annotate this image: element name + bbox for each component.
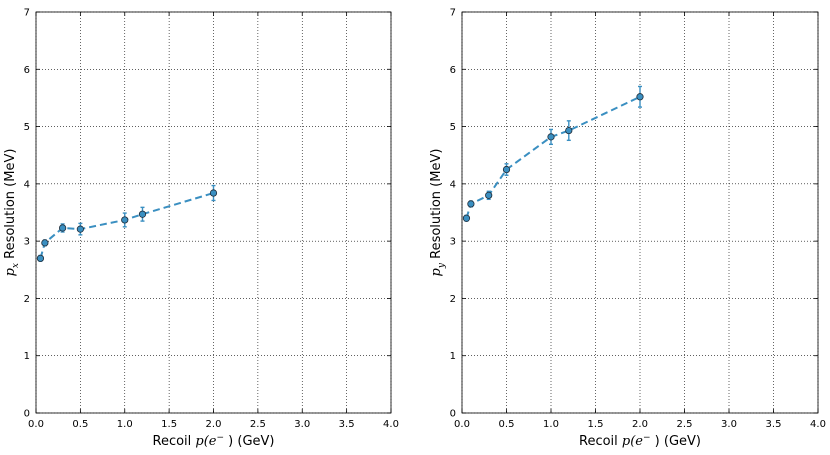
y-tick-label: 5 [450, 122, 456, 133]
x-tick-label: 1.0 [117, 419, 133, 430]
y-axis-label: px Resolution (MeV) [3, 149, 21, 277]
x-axis-label-unit: ) (GeV) [651, 434, 701, 449]
x-tick-label: 0.5 [499, 419, 515, 430]
x-axis-label-unit: ) (GeV) [224, 434, 274, 449]
x-tick-label: 1.5 [161, 419, 177, 430]
y-axis-label: py Resolution (MeV) [429, 149, 447, 277]
x-axis-label: Recoil p(e− ) (GeV) [153, 433, 275, 449]
x-tick-label: 3.0 [294, 419, 310, 430]
x-tick-label: 2.5 [250, 419, 266, 430]
x-axis-label-superscript: − [643, 433, 651, 443]
x-axis-label-superscript: − [217, 433, 225, 443]
y-tick-label: 3 [24, 237, 30, 248]
x-axis-label-text: Recoil [153, 434, 196, 449]
x-tick-label: 2.0 [206, 419, 222, 430]
x-tick-label: 3.5 [339, 419, 355, 430]
data-point [209, 189, 218, 197]
data-point [121, 216, 129, 224]
x-tick-label: 0.0 [454, 419, 470, 430]
data-point [467, 200, 475, 208]
y-tick-label: 6 [450, 65, 456, 76]
data-point [502, 165, 511, 174]
y-tick-label: 0 [24, 409, 30, 420]
data-point [462, 214, 471, 222]
x-tick-label: 2.5 [677, 419, 693, 430]
y-tick-label: 7 [450, 8, 456, 19]
data-point [565, 126, 573, 135]
chart-panel-1: 0.0 0.5 1.0 1.5 2.0 2.5 3.0 3.5 4.0 0 1 2 3 4 5 6 7 Recoi… [3, 8, 399, 450]
x-tick-label: 0.5 [72, 419, 88, 430]
data-point [547, 133, 555, 141]
data-point [636, 93, 644, 101]
y-tick-label: 1 [24, 351, 30, 362]
x-tick-label: 3.5 [766, 419, 782, 430]
series-1 [462, 85, 644, 222]
y-axis-label-math: p [3, 267, 18, 276]
data-point [76, 225, 84, 233]
y-axis-label-math: p [429, 267, 444, 276]
y-tick-label: 4 [450, 179, 456, 190]
y-axis-label-subscript: y [437, 262, 447, 269]
y-tick-label: 3 [450, 237, 456, 248]
x-axis-label-text: Recoil [579, 434, 622, 449]
y-tick-label: 0 [450, 409, 456, 420]
y-axis-label-text: Resolution (MeV) [3, 149, 18, 263]
y-tick-label: 5 [24, 122, 30, 133]
x-tick-label: 4.0 [810, 419, 826, 430]
y-axis-label-subscript: x [11, 263, 21, 268]
data-point [36, 254, 45, 262]
data-point [59, 224, 67, 232]
y-axis: 0 1 2 3 4 5 6 7 [450, 8, 818, 420]
x-axis-label: Recoil p(e− ) (GeV) [579, 433, 701, 449]
y-tick-label: 2 [24, 294, 30, 305]
y-axis: 0 1 2 3 4 5 6 7 [24, 8, 391, 420]
y-tick-label: 6 [24, 65, 30, 76]
x-axis: 0.0 0.5 1.0 1.5 2.0 2.5 3.0 3.5 4.0 [28, 12, 399, 430]
y-tick-label: 2 [450, 294, 456, 305]
data-point [485, 191, 493, 199]
x-axis-label-math: p(e [622, 434, 643, 449]
data-point [41, 239, 49, 247]
y-tick-label: 4 [24, 179, 30, 190]
x-tick-label: 1.0 [543, 419, 559, 430]
y-tick-label: 1 [450, 351, 456, 362]
data-point [138, 210, 147, 218]
series-1 [36, 184, 218, 262]
x-tick-label: 0.0 [28, 419, 44, 430]
charts: 0.0 0.5 1.0 1.5 2.0 2.5 3.0 3.5 4.0 0 1 2 3 4 5 6 7 Recoi… [3, 8, 826, 450]
x-axis: 0.0 0.5 1.0 1.5 2.0 2.5 3.0 3.5 4.0 [454, 12, 826, 430]
y-axis-label-text: Resolution (MeV) [429, 149, 444, 263]
chart-panel-2: 0.0 0.5 1.0 1.5 2.0 2.5 3.0 3.5 4.0 0 1 2 3 4 5 6 7 Recoi… [429, 8, 826, 450]
x-tick-label: 1.5 [588, 419, 604, 430]
x-tick-label: 4.0 [383, 419, 399, 430]
x-tick-label: 3.0 [721, 419, 737, 430]
x-axis-label-math: p(e [195, 434, 216, 449]
y-tick-label: 7 [24, 8, 30, 19]
x-tick-label: 2.0 [632, 419, 648, 430]
